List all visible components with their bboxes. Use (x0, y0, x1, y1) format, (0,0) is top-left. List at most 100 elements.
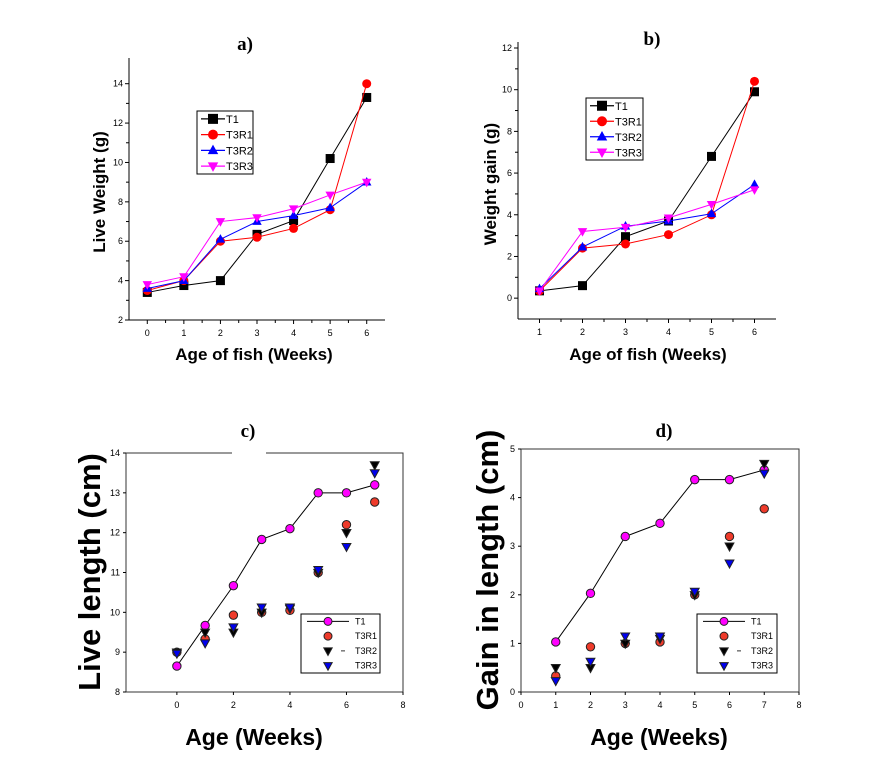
chart-title: c) (241, 421, 256, 442)
x-tick-label: 2 (580, 327, 585, 337)
legend-label: T3R1 (226, 130, 253, 142)
y-tick-label: 9 (115, 647, 120, 657)
legend-item-t3r3: T3R3 (201, 161, 253, 173)
data-point (289, 223, 299, 233)
data-point (215, 234, 226, 243)
series-t1 (172, 480, 380, 671)
x-tick-label: 4 (666, 327, 671, 337)
series-line (147, 97, 368, 293)
data-point (228, 623, 239, 633)
legend-marker (596, 148, 608, 158)
data-point (689, 587, 701, 598)
data-point (325, 202, 335, 212)
data-point (690, 474, 700, 485)
data-point (313, 488, 323, 498)
legend: T1 T3R1 T3R2 T3R3 (300, 613, 381, 674)
data-point (215, 218, 226, 227)
legend-marker (323, 631, 333, 641)
y-axis-label: Gain in length (cm) (470, 430, 505, 711)
legend-box (300, 613, 381, 674)
y-tick-label: 3 (510, 541, 515, 551)
data-point (172, 661, 182, 671)
data-point (534, 287, 545, 297)
data-point (619, 632, 631, 642)
series-t1 (142, 92, 372, 297)
data-point (706, 208, 717, 218)
x-tick-label: 0 (174, 700, 179, 710)
legend-label: T1 (355, 616, 366, 626)
data-point (758, 459, 770, 470)
y-tick-label: 12 (113, 118, 123, 128)
data-point (285, 523, 295, 534)
chart-title: b) (644, 29, 661, 50)
x-tick-label: 4 (287, 700, 292, 710)
legend-item-t3r2: T3R2 (201, 144, 253, 157)
data-point (171, 649, 183, 660)
y-tick-label: 8 (118, 197, 123, 207)
legend-marker (207, 144, 219, 155)
data-point (288, 205, 299, 214)
legend-marker (597, 116, 607, 127)
data-point (256, 534, 267, 545)
data-point (179, 273, 189, 282)
series-t3r3 (142, 178, 372, 290)
data-point (228, 580, 239, 591)
legend-label: T3R2 (751, 646, 773, 656)
x-tick-label: 5 (709, 327, 714, 337)
data-point (312, 566, 324, 576)
data-point (370, 497, 380, 507)
series-t3r3 (171, 469, 380, 660)
x-tick-label: 8 (796, 700, 801, 710)
x-tick-label: 4 (657, 700, 662, 710)
data-point (325, 191, 335, 201)
y-tick-label: 2 (507, 251, 512, 261)
legend-label: T1 (615, 101, 628, 113)
y-tick-label: 6 (118, 236, 123, 246)
data-point (585, 657, 596, 668)
data-point (724, 531, 735, 542)
data-point (252, 214, 262, 223)
x-tick-label: 4 (291, 328, 296, 338)
data-point (750, 87, 759, 97)
legend-item-t3r3: T3R3 (322, 661, 377, 672)
x-tick-label: 5 (692, 700, 697, 710)
data-point (621, 239, 630, 249)
x-tick-label: 0 (518, 700, 523, 710)
series-t1 (551, 465, 769, 647)
x-tick-label: 2 (588, 700, 593, 710)
legend-marker (596, 131, 608, 141)
x-tick-label: 1 (553, 700, 558, 710)
data-point (199, 639, 211, 649)
legend-box (696, 613, 778, 674)
data-point (199, 628, 211, 639)
y-tick-label: 0 (507, 293, 512, 303)
data-point (362, 79, 372, 89)
data-point (551, 637, 561, 647)
legend-box (196, 110, 254, 175)
y-tick-label: 1 (510, 638, 515, 648)
data-point (758, 469, 770, 480)
legend-label: T3R3 (226, 161, 253, 173)
legend-marker (323, 616, 333, 626)
x-tick-label: 2 (218, 328, 223, 338)
legend-marker (322, 662, 334, 672)
data-point (288, 210, 299, 220)
series-t1 (535, 87, 759, 296)
series-line (176, 484, 375, 667)
y-axis-label: Weight gain (g) (481, 123, 500, 245)
data-point (759, 504, 769, 514)
y-tick-label: 12 (502, 43, 512, 53)
x-tick-label: 3 (254, 328, 259, 338)
y-tick-label: 8 (115, 687, 120, 697)
legend-label: T3R1 (751, 631, 773, 641)
data-point (284, 603, 296, 614)
legend-label: T3R2 (226, 145, 253, 157)
series-line (147, 83, 368, 291)
legend-marker (718, 647, 730, 657)
data-point (620, 531, 630, 542)
data-point (577, 228, 588, 237)
legend-label: T3R3 (751, 661, 773, 671)
data-point (724, 542, 735, 553)
